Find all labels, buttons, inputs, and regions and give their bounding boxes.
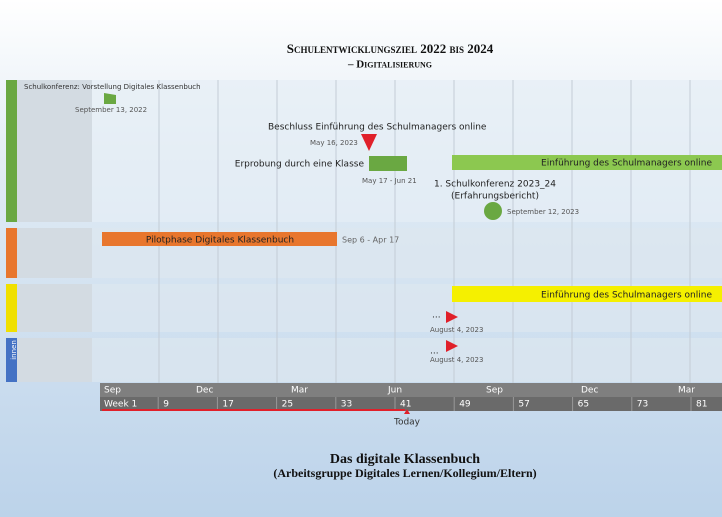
month-label: Dec xyxy=(196,386,213,396)
today-label: Today xyxy=(393,418,421,428)
week-label: 33 xyxy=(341,400,352,410)
bar xyxy=(369,156,407,171)
flag xyxy=(104,93,116,104)
event-date: September 12, 2023 xyxy=(507,208,579,216)
bar-label: Einführung des Schulmanagers online xyxy=(541,159,712,169)
week-label: 25 xyxy=(282,400,293,410)
bar xyxy=(452,286,722,302)
milestone xyxy=(361,134,377,151)
bar-label: Einführung des Schulmanagers online xyxy=(541,291,712,301)
week-label: 49 xyxy=(459,400,471,410)
week-label: 73 xyxy=(637,400,648,410)
footer-subtitle: (Arbeitsgruppe Digitales Lernen/Kollegiu… xyxy=(273,466,536,480)
event-label: Beschluss Einführung des Schulmanagers o… xyxy=(268,123,487,133)
milestone xyxy=(446,340,458,352)
event-label: ... xyxy=(430,347,439,357)
month-label: Jun xyxy=(387,386,402,396)
bar-dates: May 17 - Jun 21 xyxy=(362,177,417,185)
bar-label: Pilotphase Digitales Klassenbuch xyxy=(146,236,294,246)
week-row xyxy=(100,397,722,411)
event-date: September 13, 2022 xyxy=(75,106,147,114)
event-date: May 16, 2023 xyxy=(310,139,358,147)
week-label: 17 xyxy=(222,400,233,410)
subtitle: – Digitalisierung xyxy=(347,59,432,71)
event-note: (Erfahrungsbericht) xyxy=(451,192,539,202)
bar-dates: Sep 6 - Apr 17 xyxy=(342,236,399,245)
month-row xyxy=(100,383,722,397)
bar-label: Erprobung durch eine Klasse xyxy=(235,160,365,170)
week-label: Week 1 xyxy=(104,400,137,410)
event-date: August 4, 2023 xyxy=(430,326,483,334)
title: Schulentwicklungsziel 2022 bis 2024 xyxy=(287,41,494,56)
week-label: 41 xyxy=(400,400,411,410)
bar xyxy=(452,155,722,170)
month-label: Sep xyxy=(104,386,121,396)
footer-title: Das digitale Klassenbuch xyxy=(330,452,480,467)
month-label: Mar xyxy=(678,386,695,396)
event-date: August 4, 2023 xyxy=(430,356,483,364)
milestone xyxy=(484,202,502,220)
event-label: Schulkonferenz: Vorstellung Digitales Kl… xyxy=(24,83,201,91)
today-marker xyxy=(404,409,410,414)
grid xyxy=(158,80,691,383)
week-label: 57 xyxy=(518,400,529,410)
milestone xyxy=(446,311,458,323)
event-label: ... xyxy=(432,311,441,321)
month-label: Dec xyxy=(581,386,598,396)
month-label: Mar xyxy=(291,386,308,396)
week-label: 81 xyxy=(696,400,707,410)
bar xyxy=(102,232,337,246)
month-label: Sep xyxy=(486,386,503,396)
week-label: 65 xyxy=(578,400,589,410)
row-label: innen xyxy=(10,340,18,360)
event-label: 1. Schulkonferenz 2023_24 xyxy=(434,180,556,190)
week-label: 9 xyxy=(163,400,169,410)
